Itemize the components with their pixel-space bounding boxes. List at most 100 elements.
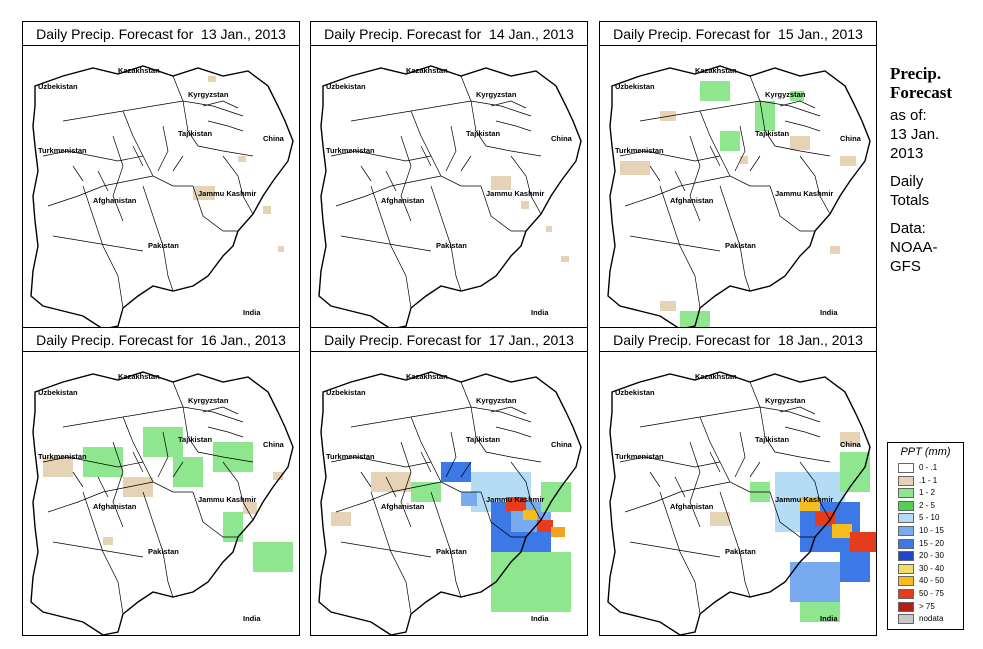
country-label-turkmenistan: Turkmenistan [38,452,87,461]
province-border [330,456,432,468]
legend-swatch [898,513,914,524]
province-border [202,100,244,132]
panel-title: Daily Precip. Forecast for 14 Jan., 2013 [311,22,587,46]
country-label-tajikistan: Tajikistan [466,129,501,138]
country-label-india: India [531,308,549,317]
province-border [340,541,432,558]
province-border [619,150,721,162]
country-label-uzbekistan: Uzbekistan [615,82,655,91]
country-label-jammu-kashmir: Jammu Kashmir [198,495,257,504]
precip-cell [83,447,123,477]
precip-cell [273,472,283,480]
province-border [624,481,731,513]
province-border [112,441,124,528]
data-line1: Data: [890,220,926,237]
precip-cell [331,512,351,526]
precip-cell [523,510,537,520]
precip-cell [840,156,856,166]
country-label-kyrgyzstan: Kyrgyzstan [765,396,806,405]
legend-label: 2 - 5 [919,500,936,510]
country-label-kazakhstan: Kazakhstan [406,372,448,381]
country-border [30,371,294,635]
precip-cell [800,602,840,622]
province-border [410,416,481,493]
province-border [480,185,526,232]
country-label-tajikistan: Tajikistan [755,129,790,138]
province-border [142,491,174,598]
province-border [400,135,412,222]
legend-title: PPT (mm) [900,446,951,458]
map-area: Kazakhstan Uzbekistan Kyrgyzstan Tajikistan… [311,46,587,329]
country-label-uzbekistan: Uzbekistan [326,388,366,397]
legend-label: 30 - 40 [919,563,944,573]
legend-label: 5 - 10 [919,513,940,523]
precip-cell [790,91,804,101]
province-border [639,100,821,122]
legend: PPT (mm) 0 - .1 .1 - 1 1 - 2 2 - 5 5 - 10 10 … [887,442,964,630]
province-border [460,75,542,157]
province-border [410,110,481,187]
country-label-tajikistan: Tajikistan [178,129,213,138]
precip-cell [103,537,113,545]
country-label-kyrgyzstan: Kyrgyzstan [188,396,229,405]
precip-cell [710,512,730,526]
province-border [490,406,532,438]
country-label-uzbekistan: Uzbekistan [615,388,655,397]
province-border [202,406,244,438]
map-area: Kazakhstan Uzbekistan Kyrgyzstan Tajikistan… [23,352,299,635]
legend-swatch [898,538,914,549]
asof-line1: as of: [890,107,927,124]
precip-cell [541,482,571,512]
province-border [370,185,412,309]
precip-cell [243,502,257,514]
country-label-afghanistan: Afghanistan [381,502,425,511]
country-label-india: India [820,614,838,623]
province-border [749,381,831,463]
country-label-afghanistan: Afghanistan [381,196,425,205]
province-border [769,491,815,538]
panel-title: Daily Precip. Forecast for 17 Jan., 2013 [311,328,587,352]
province-border [330,150,432,162]
legend-label: nodata [919,614,944,624]
province-border [340,235,432,252]
precip-cell [537,520,553,532]
map-svg [318,65,582,329]
data-line2: NOAA- [890,239,938,256]
country-label-jammu-kashmir: Jammu Kashmir [486,189,545,198]
province-border [172,75,254,157]
country-label-india: India [820,308,838,317]
country-label-kazakhstan: Kazakhstan [118,66,160,75]
precip-cell [511,582,551,612]
country-label-turkmenistan: Turkmenistan [326,452,375,461]
province-border [619,456,721,468]
panel-title: Daily Precip. Forecast for 16 Jan., 2013 [23,328,299,352]
precip-cell [755,101,775,131]
precip-cell [123,477,153,497]
precip-cell [253,542,293,572]
legend-swatch [898,589,914,599]
map-panel-6: Daily Precip. Forecast for 18 Jan., 2013… [599,327,877,636]
province-border [699,110,770,187]
legend-swatch [898,563,914,574]
province-border [659,491,701,615]
precip-cell [832,524,852,538]
province-border [222,155,254,215]
province-border [649,451,761,498]
country-label-turkmenistan: Turkmenistan [615,146,664,155]
country-label-jammu-kashmir: Jammu Kashmir [775,495,834,504]
country-label-pakistan: Pakistan [725,241,756,250]
map-svg [30,371,294,635]
country-label-kazakhstan: Kazakhstan [695,372,737,381]
country-label-uzbekistan: Uzbekistan [38,82,78,91]
province-border [734,431,746,478]
precip-cell [800,497,820,511]
map-area: Kazakhstan Uzbekistan Kyrgyzstan Tajikistan… [600,46,876,329]
totals-line2: Totals [890,192,930,209]
precip-cell [790,562,840,602]
precip-cell [506,497,526,511]
precip-cell [193,186,215,200]
legend-label: 1 - 2 [919,488,936,498]
legend-label: 10 - 15 [919,526,944,535]
province-border [749,75,831,157]
precip-cell [840,432,860,446]
